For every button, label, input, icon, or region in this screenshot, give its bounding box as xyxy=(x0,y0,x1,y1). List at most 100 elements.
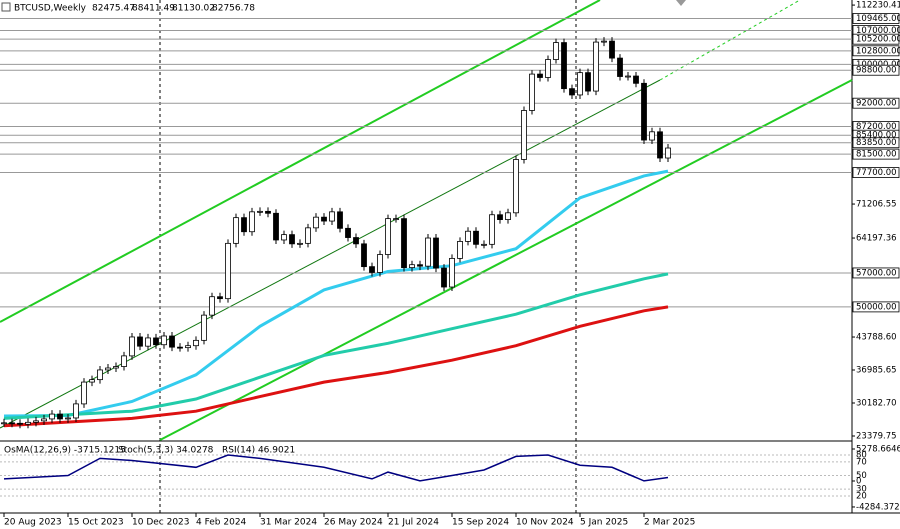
candle-body xyxy=(329,211,335,222)
candle-body xyxy=(169,335,175,348)
level-label-box xyxy=(852,137,900,149)
x-tick-label: 5 Jan 2025 xyxy=(580,518,628,528)
level-label-box xyxy=(852,64,900,76)
candle-body xyxy=(185,345,191,349)
header-close: 82756.78 xyxy=(212,4,255,14)
candle-body xyxy=(9,422,15,425)
level-label: 85400.00 xyxy=(856,131,897,141)
candle-body xyxy=(193,339,199,347)
candle-body xyxy=(625,75,631,78)
y-tick-label: 23379.75 xyxy=(856,432,897,442)
candle-body xyxy=(425,237,431,267)
candle-body xyxy=(209,296,215,316)
candle-body xyxy=(81,381,87,405)
x-tick-label: 31 Mar 2024 xyxy=(260,518,317,528)
candle-body xyxy=(105,367,111,371)
level-label-box xyxy=(852,33,900,45)
candle-body xyxy=(401,218,407,269)
candle-body xyxy=(41,418,47,422)
y-tick-label: 71206.55 xyxy=(856,200,897,210)
candle-body xyxy=(545,59,551,78)
candle-body xyxy=(385,218,391,255)
candle-body xyxy=(489,214,495,245)
candle-body xyxy=(273,212,279,241)
candle-body xyxy=(617,57,623,77)
candle-body xyxy=(321,216,327,222)
candle-body xyxy=(393,218,399,221)
level-label-box xyxy=(852,301,900,313)
rsi-tick-label: 20 xyxy=(856,491,867,501)
header-open: 82475.47 xyxy=(92,4,135,14)
x-tick-label: 15 Oct 2023 xyxy=(68,518,124,528)
level-label: 92000.00 xyxy=(856,99,897,109)
candle-body xyxy=(17,422,23,425)
candle-body xyxy=(601,40,607,43)
candle-body xyxy=(633,75,639,84)
moving-average xyxy=(3,169,669,418)
candle-body xyxy=(241,217,247,233)
level-label: 87200.00 xyxy=(856,122,897,132)
candle-body xyxy=(377,254,383,273)
rsi-tick-label: 30 xyxy=(856,485,867,495)
candle-body xyxy=(361,243,367,268)
moving-average xyxy=(3,305,669,428)
level-label: 50000.00 xyxy=(856,302,897,312)
candle-body xyxy=(137,336,143,347)
y-tick-label: 36985.65 xyxy=(856,366,897,376)
level-label-box xyxy=(852,13,900,24)
rsi-tick-label: 70 xyxy=(856,457,867,467)
indicator-title: Stoch(5,3,3) 34.0278 xyxy=(118,446,214,456)
osma-tick-label: -4284.3727 xyxy=(856,502,900,512)
candle-body xyxy=(529,73,535,111)
candle-body xyxy=(521,110,527,160)
candle-body xyxy=(505,212,511,220)
candle-body xyxy=(33,420,39,423)
candle-body xyxy=(89,379,95,383)
candle-body xyxy=(265,210,271,214)
candle-body xyxy=(249,211,255,233)
symbol-icon xyxy=(1,2,11,12)
x-tick-label: 2 Mar 2025 xyxy=(644,518,695,528)
header-low: 81130.02 xyxy=(172,4,215,14)
x-tick-label: 15 Sep 2024 xyxy=(452,518,509,528)
candle-body xyxy=(665,147,671,159)
candle-body xyxy=(49,413,55,420)
candle-body xyxy=(337,211,343,229)
level-label-box xyxy=(852,167,900,178)
candle-body xyxy=(97,369,103,381)
candle-body xyxy=(481,243,487,246)
candle-body xyxy=(369,266,375,273)
level-label: 83850.00 xyxy=(856,138,897,148)
candle-body xyxy=(345,227,351,238)
candle-body xyxy=(233,217,239,244)
candle-body xyxy=(121,355,127,367)
candle-body xyxy=(145,337,151,347)
chart-title: BTCUSD,Weekly xyxy=(14,4,87,14)
candle-body xyxy=(449,257,455,288)
y-tick-label: 112230.41 xyxy=(856,1,900,11)
candle-body xyxy=(537,73,543,78)
candle-body xyxy=(177,346,183,349)
candle-body xyxy=(313,216,319,229)
candle-body xyxy=(1,422,7,425)
osma-tick-label: 5278.6646 xyxy=(856,445,900,455)
level-label: 107000.00 xyxy=(856,26,900,36)
x-tick-label: 26 May 2024 xyxy=(324,518,383,528)
shift-marker xyxy=(676,0,686,6)
candle-body xyxy=(297,242,303,245)
x-tick-label: 4 Feb 2024 xyxy=(196,518,247,528)
candle-body xyxy=(257,210,263,213)
candle-body xyxy=(57,413,63,420)
candle-body xyxy=(281,234,287,241)
candle-body xyxy=(25,421,31,425)
candle-body xyxy=(113,366,119,369)
candle-body xyxy=(65,417,71,420)
candle-body xyxy=(305,227,311,244)
rsi-tick-label: 50 xyxy=(856,471,867,481)
candle-body xyxy=(577,72,583,96)
candle-body xyxy=(657,131,663,159)
level-label: 81500.00 xyxy=(856,150,897,160)
candle-body xyxy=(289,234,295,245)
candle-body xyxy=(649,131,655,141)
